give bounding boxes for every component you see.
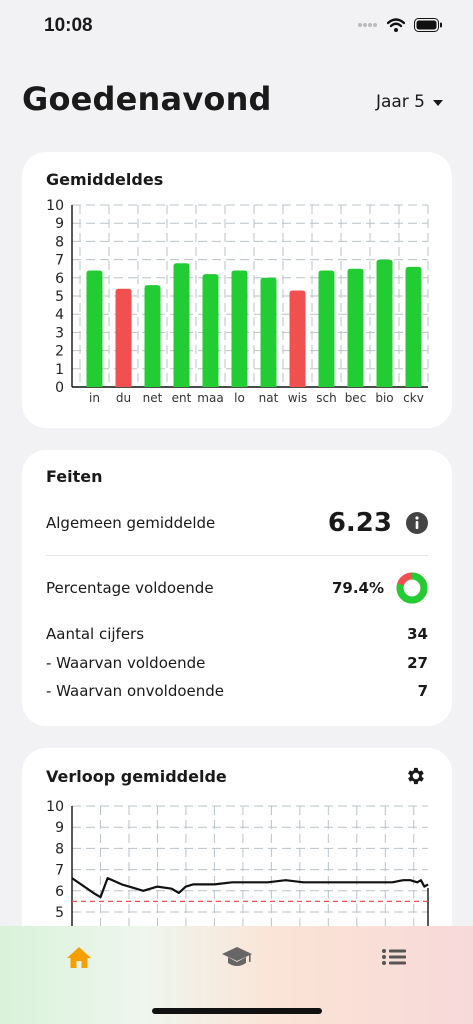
list-icon (382, 949, 406, 965)
y-tick-label: 5 (55, 905, 64, 921)
caret-down-icon (433, 100, 443, 106)
bar-wis (289, 290, 306, 387)
graduation-cap-icon (222, 947, 252, 966)
facts-card: Feiten Algemeen gemiddelde 6.23 Percenta… (22, 450, 452, 726)
bar-bio (376, 259, 393, 387)
bar-lo (231, 270, 248, 387)
overall-average-row: Algemeen gemiddelde 6.23 (46, 505, 428, 541)
averages-title: Gemiddeldes (46, 170, 164, 189)
bar-nat (260, 277, 277, 387)
x-tick-label: maa (197, 391, 223, 405)
y-tick-label: 6 (55, 271, 64, 287)
bar-maa (202, 274, 219, 387)
percentage-donut-chart (396, 572, 428, 604)
x-tick-label: ent (172, 391, 192, 405)
status-time: 10:08 (44, 15, 93, 36)
y-tick-label: 9 (55, 820, 64, 836)
x-tick-label: ckv (403, 391, 424, 405)
y-tick-label: 7 (55, 863, 64, 879)
x-tick-label: du (116, 391, 131, 405)
year-select-label: Jaar 5 (375, 92, 425, 112)
x-tick-label: lo (234, 391, 245, 405)
count-label: Aantal cijfers (46, 625, 145, 643)
status-icons (358, 18, 443, 32)
signal-icon (358, 23, 377, 27)
bar-ckv (405, 266, 422, 387)
y-tick-label: 1 (55, 362, 64, 378)
home-indicator (152, 1008, 322, 1014)
y-tick-label: 2 (55, 344, 64, 360)
overall-average-label: Algemeen gemiddelde (46, 514, 216, 532)
percentage-label: Percentage voldoende (46, 579, 214, 597)
count-row: Aantal cijfers 34 (46, 623, 428, 645)
y-tick-label: 7 (55, 253, 64, 269)
battery-icon (414, 18, 442, 32)
page-title: Goedenavond (22, 80, 272, 118)
x-tick-label: wis (288, 391, 307, 405)
count-value: 34 (407, 625, 428, 643)
bar-bec (347, 268, 364, 387)
y-tick-label: 8 (55, 234, 64, 250)
y-tick-label: 4 (55, 307, 64, 323)
y-tick-label: 3 (55, 325, 64, 341)
fail-count-row: - Waarvan onvoldoende 7 (46, 680, 428, 702)
averages-bar-chart: 0 1 2 3 4 5 6 7 8 9 10 in du net ent maa lo nat wis sch bec b… (46, 198, 429, 405)
tab-home[interactable] (59, 942, 99, 972)
info-icon[interactable] (406, 512, 428, 534)
y-tick-label: 8 (55, 841, 64, 857)
gear-icon[interactable] (404, 765, 426, 787)
bar-sch (318, 270, 335, 387)
year-select[interactable]: Jaar 5 (376, 92, 443, 112)
home-icon (67, 947, 91, 968)
facts-title: Feiten (46, 467, 103, 486)
x-tick-label: bec (345, 391, 367, 405)
overall-average-value: 6.23 (327, 508, 392, 538)
x-tick-label: nat (259, 391, 279, 405)
percentage-value: 79.4% (331, 579, 384, 597)
x-tick-label: in (89, 391, 100, 405)
tab-bar (0, 926, 473, 1024)
tab-grades[interactable] (217, 942, 257, 972)
pass-count-row: - Waarvan voldoende 27 (46, 652, 428, 674)
x-tick-label: sch (316, 391, 336, 405)
bar-du (115, 288, 132, 387)
divider (46, 555, 428, 556)
bar-in (86, 270, 103, 387)
wifi-icon (387, 18, 405, 32)
y-tick-label: 0 (55, 380, 64, 396)
donut-pass-segment (396, 572, 428, 604)
y-tick-label: 10 (46, 799, 64, 815)
fail-count-value: 7 (417, 682, 428, 700)
fail-count-label: - Waarvan onvoldoende (46, 682, 225, 700)
tab-list[interactable] (374, 942, 414, 972)
pass-count-value: 27 (407, 654, 428, 672)
x-tick-label: bio (375, 391, 393, 405)
bar-ent (173, 263, 190, 387)
pass-count-label: - Waarvan voldoende (46, 654, 206, 672)
averages-card: Gemiddeldes 0 1 2 3 4 5 6 7 8 9 10 in du net ent maa lo n… (22, 152, 452, 428)
status-bar: 10:08 (0, 0, 473, 54)
average-line (71, 877, 429, 899)
header: Goedenavond Jaar 5 (0, 80, 473, 130)
y-tick-label: 10 (46, 198, 64, 214)
y-tick-label: 5 (55, 289, 64, 305)
y-tick-label: 9 (55, 216, 64, 232)
trend-title: Verloop gemiddelde (46, 767, 227, 786)
percentage-row: Percentage voldoende 79.4% (46, 572, 428, 604)
x-tick-label: net (143, 391, 163, 405)
y-tick-label: 6 (55, 884, 64, 900)
bar-net (144, 285, 161, 387)
